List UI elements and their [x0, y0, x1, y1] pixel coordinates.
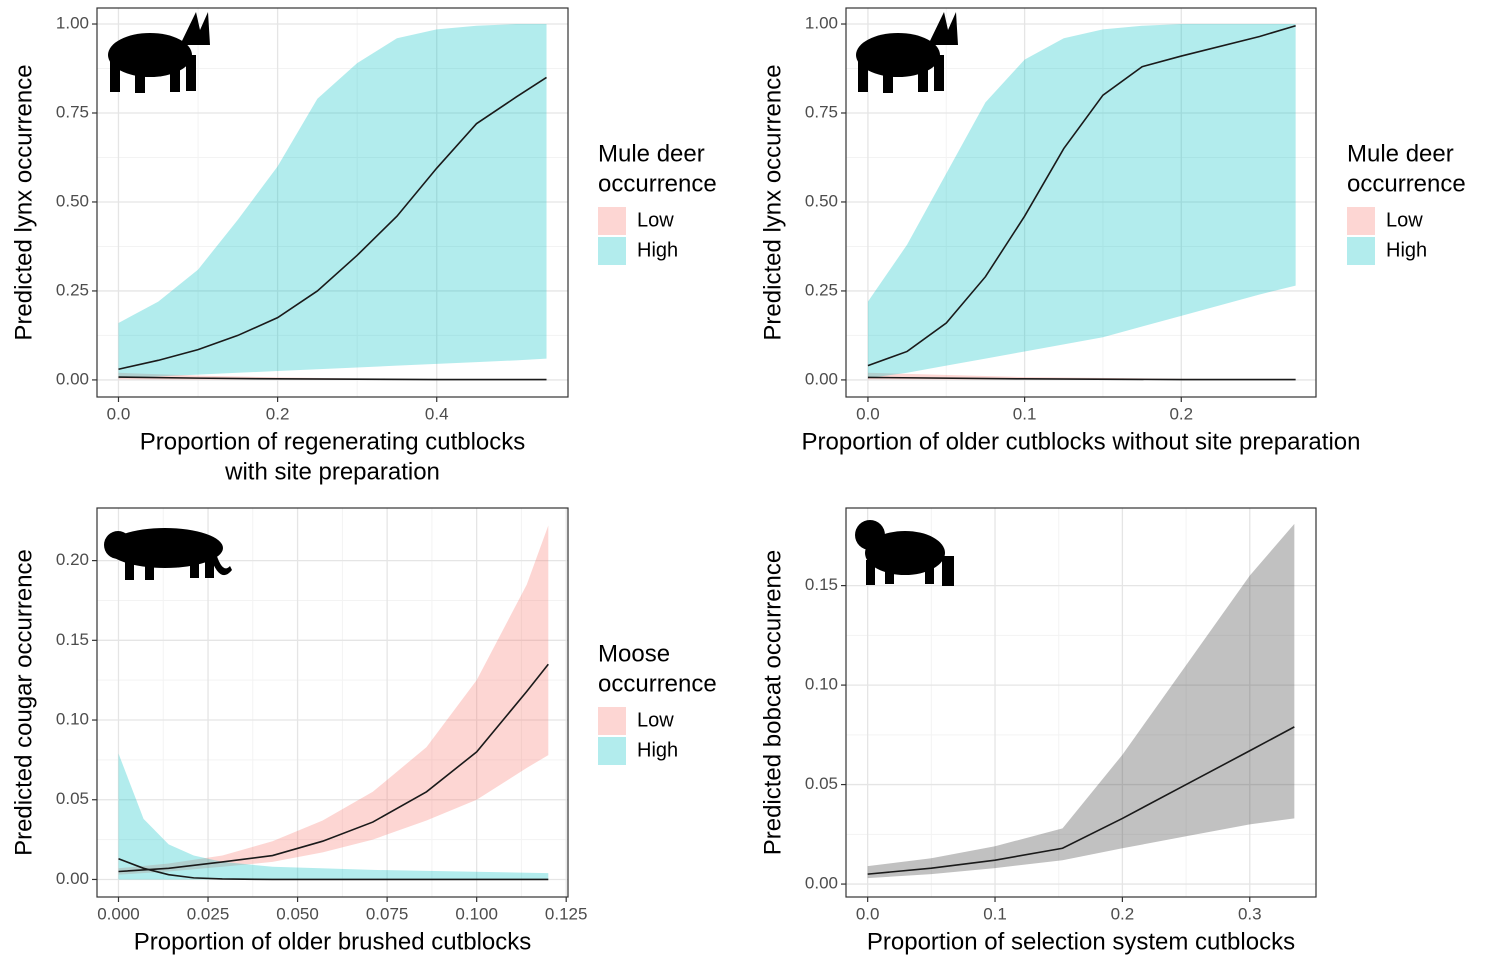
x-tick-label: 0.0 — [107, 404, 131, 423]
legend-label: High — [1386, 239, 1427, 261]
y-axis-title: Predicted lynx occurrence — [10, 64, 37, 340]
y-tick-label: 0.00 — [56, 869, 89, 888]
legend-key — [598, 207, 626, 235]
x-tick-label: 0.075 — [366, 904, 409, 923]
x-axis-title: Proportion of older brushed cutblocks — [134, 928, 532, 955]
x-tick-label: 0.2 — [266, 404, 290, 423]
legend-label: Low — [637, 709, 674, 731]
prediction-line — [118, 376, 547, 381]
y-tick-label: 0.05 — [805, 774, 838, 793]
panel-border — [845, 507, 1317, 898]
lynx-silhouette — [108, 12, 210, 93]
legend-label: Low — [1386, 209, 1423, 231]
x-tick-label: 0.3 — [1238, 904, 1262, 923]
bobcat-silhouette — [855, 520, 954, 586]
confidence-ribbon — [118, 753, 549, 880]
y-tick-label: 0.75 — [56, 102, 89, 121]
y-tick-label: 0.10 — [805, 675, 838, 694]
legend-key — [598, 707, 626, 735]
legend-title: occurrence — [598, 670, 717, 697]
legend-key — [598, 737, 626, 765]
legend-title: Mule deer — [598, 140, 705, 167]
y-tick-label: 0.25 — [805, 280, 838, 299]
legend-title: Mule deer — [1347, 140, 1454, 167]
y-tick-label: 0.00 — [805, 369, 838, 388]
legend-label: High — [637, 739, 678, 761]
confidence-ribbon — [118, 525, 549, 875]
y-tick-label: 0.20 — [56, 550, 89, 569]
cougar-silhouette — [104, 528, 232, 580]
x-tick-label: 0.025 — [187, 904, 230, 923]
panel-border — [96, 7, 569, 398]
y-tick-label: 0.50 — [805, 191, 838, 210]
y-tick-label: 0.05 — [56, 789, 89, 808]
x-axis-title: Proportion of older cutblocks without si… — [802, 428, 1361, 455]
x-axis-title: Proportion of selection system cutblocks — [867, 928, 1295, 955]
y-tick-label: 0.25 — [56, 280, 89, 299]
legend-title: occurrence — [1347, 170, 1466, 197]
x-axis-title: Proportion of regenerating cutblocks — [140, 428, 526, 455]
y-axis-title: Predicted lynx occurrence — [759, 64, 786, 340]
y-tick-label: 0.10 — [56, 710, 89, 729]
confidence-ribbon — [867, 523, 1295, 879]
y-axis-title: Predicted cougar occurrence — [10, 549, 37, 856]
x-tick-label: 0.100 — [455, 904, 498, 923]
x-tick-label: 0.2 — [1169, 404, 1193, 423]
y-axis-title: Predicted bobcat occurrence — [759, 550, 786, 856]
prediction-line — [867, 726, 1295, 875]
x-tick-label: 0.2 — [1111, 904, 1135, 923]
y-tick-label: 0.00 — [56, 369, 89, 388]
x-tick-label: 0.0 — [856, 404, 880, 423]
y-tick-label: 0.75 — [805, 102, 838, 121]
y-tick-label: 0.00 — [805, 874, 838, 893]
prediction-line — [867, 376, 1296, 381]
legend-title: occurrence — [598, 170, 717, 197]
prediction-line — [118, 76, 547, 371]
x-tick-label: 0.125 — [545, 904, 588, 923]
x-tick-label: 0.0 — [856, 904, 880, 923]
prediction-line — [118, 663, 549, 873]
y-tick-label: 1.00 — [56, 13, 89, 32]
legend-key — [1347, 237, 1375, 265]
prediction-line — [118, 857, 549, 881]
legend-label: Low — [637, 209, 674, 231]
lynx-silhouette — [856, 12, 958, 93]
x-axis-title: with site preparation — [224, 458, 440, 485]
y-tick-label: 0.15 — [56, 630, 89, 649]
x-tick-label: 0.1 — [983, 904, 1007, 923]
panel-border — [96, 507, 569, 898]
legend-title: Moose — [598, 640, 670, 667]
y-tick-label: 1.00 — [805, 13, 838, 32]
prediction-line — [867, 25, 1296, 367]
x-tick-label: 0.1 — [1013, 404, 1037, 423]
legend-key — [1347, 207, 1375, 235]
legend-label: High — [637, 239, 678, 261]
y-tick-label: 0.15 — [805, 575, 838, 594]
x-tick-label: 0.4 — [425, 404, 449, 423]
y-tick-label: 0.50 — [56, 191, 89, 210]
confidence-ribbon — [118, 24, 547, 379]
x-tick-label: 0.000 — [97, 904, 140, 923]
legend-key — [598, 237, 626, 265]
x-tick-label: 0.050 — [276, 904, 319, 923]
panel-border — [845, 7, 1317, 398]
